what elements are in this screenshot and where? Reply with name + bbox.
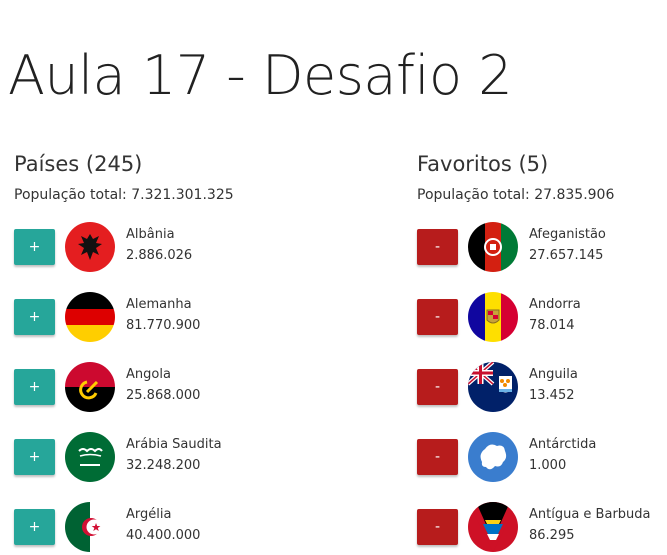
- page-title: Aula 17 - Desafio 2: [8, 44, 513, 107]
- country-item: + Albânia 2.886.026: [14, 220, 264, 272]
- saudi-arabia-flag-icon: [65, 432, 115, 482]
- country-population: 1.000: [529, 458, 567, 473]
- country-name: Argélia: [126, 507, 172, 522]
- country-name: Alemanha: [126, 297, 192, 312]
- favorite-item: - Antígua e Barbuda 86.295: [417, 500, 667, 552]
- remove-favorite-button[interactable]: -: [417, 299, 458, 335]
- favorite-item: - Anguila 13.452: [417, 360, 667, 412]
- algeria-flag-icon: [65, 502, 115, 552]
- favorite-item: - Antárctida 1.000: [417, 430, 667, 482]
- country-item: + Angola 25.868.000: [14, 360, 264, 412]
- country-name: Albânia: [126, 227, 175, 242]
- favorite-item: - Andorra 78.014: [417, 290, 667, 342]
- country-item: + Alemanha 81.770.900: [14, 290, 264, 342]
- add-favorite-button[interactable]: +: [14, 299, 55, 335]
- anguilla-flag-icon: [468, 362, 518, 412]
- country-population: 13.452: [529, 388, 575, 403]
- country-name: Afeganistão: [529, 227, 606, 242]
- country-population: 40.400.000: [126, 528, 201, 543]
- afghanistan-flag-icon: [468, 222, 518, 272]
- country-name: Arábia Saudita: [126, 437, 222, 452]
- country-population: 32.248.200: [126, 458, 201, 473]
- favorites-total-population: População total: 27.835.906: [417, 187, 615, 203]
- country-name: Anguila: [529, 367, 578, 382]
- antarctica-flag-icon: [468, 432, 518, 482]
- country-name: Antárctida: [529, 437, 597, 452]
- favorite-item: - Afeganistão 27.657.145: [417, 220, 667, 272]
- favorites-heading: Favoritos (5): [417, 152, 549, 176]
- country-population: 81.770.900: [126, 318, 201, 333]
- country-population: 25.868.000: [126, 388, 201, 403]
- antigua-barbuda-flag-icon: [468, 502, 518, 552]
- country-name: Antígua e Barbuda: [529, 507, 651, 522]
- country-item: + Arábia Saudita 32.248.200: [14, 430, 264, 482]
- andorra-flag-icon: [468, 292, 518, 342]
- add-favorite-button[interactable]: +: [14, 439, 55, 475]
- remove-favorite-button[interactable]: -: [417, 229, 458, 265]
- country-population: 2.886.026: [126, 248, 193, 263]
- add-favorite-button[interactable]: +: [14, 229, 55, 265]
- germany-flag-icon: [65, 292, 115, 342]
- country-name: Angola: [126, 367, 171, 382]
- countries-heading: Países (245): [14, 152, 143, 176]
- country-population: 86.295: [529, 528, 575, 543]
- albania-flag-icon: [65, 222, 115, 272]
- remove-favorite-button[interactable]: -: [417, 439, 458, 475]
- countries-column: Países (245) População total: 7.321.301.…: [14, 150, 264, 552]
- remove-favorite-button[interactable]: -: [417, 509, 458, 545]
- country-name: Andorra: [529, 297, 581, 312]
- country-item: + Argélia 40.400.000: [14, 500, 264, 552]
- add-favorite-button[interactable]: +: [14, 369, 55, 405]
- favorites-column: Favoritos (5) População total: 27.835.90…: [417, 150, 667, 552]
- country-population: 78.014: [529, 318, 575, 333]
- add-favorite-button[interactable]: +: [14, 509, 55, 545]
- angola-flag-icon: [65, 362, 115, 412]
- country-population: 27.657.145: [529, 248, 604, 263]
- countries-total-population: População total: 7.321.301.325: [14, 187, 234, 203]
- remove-favorite-button[interactable]: -: [417, 369, 458, 405]
